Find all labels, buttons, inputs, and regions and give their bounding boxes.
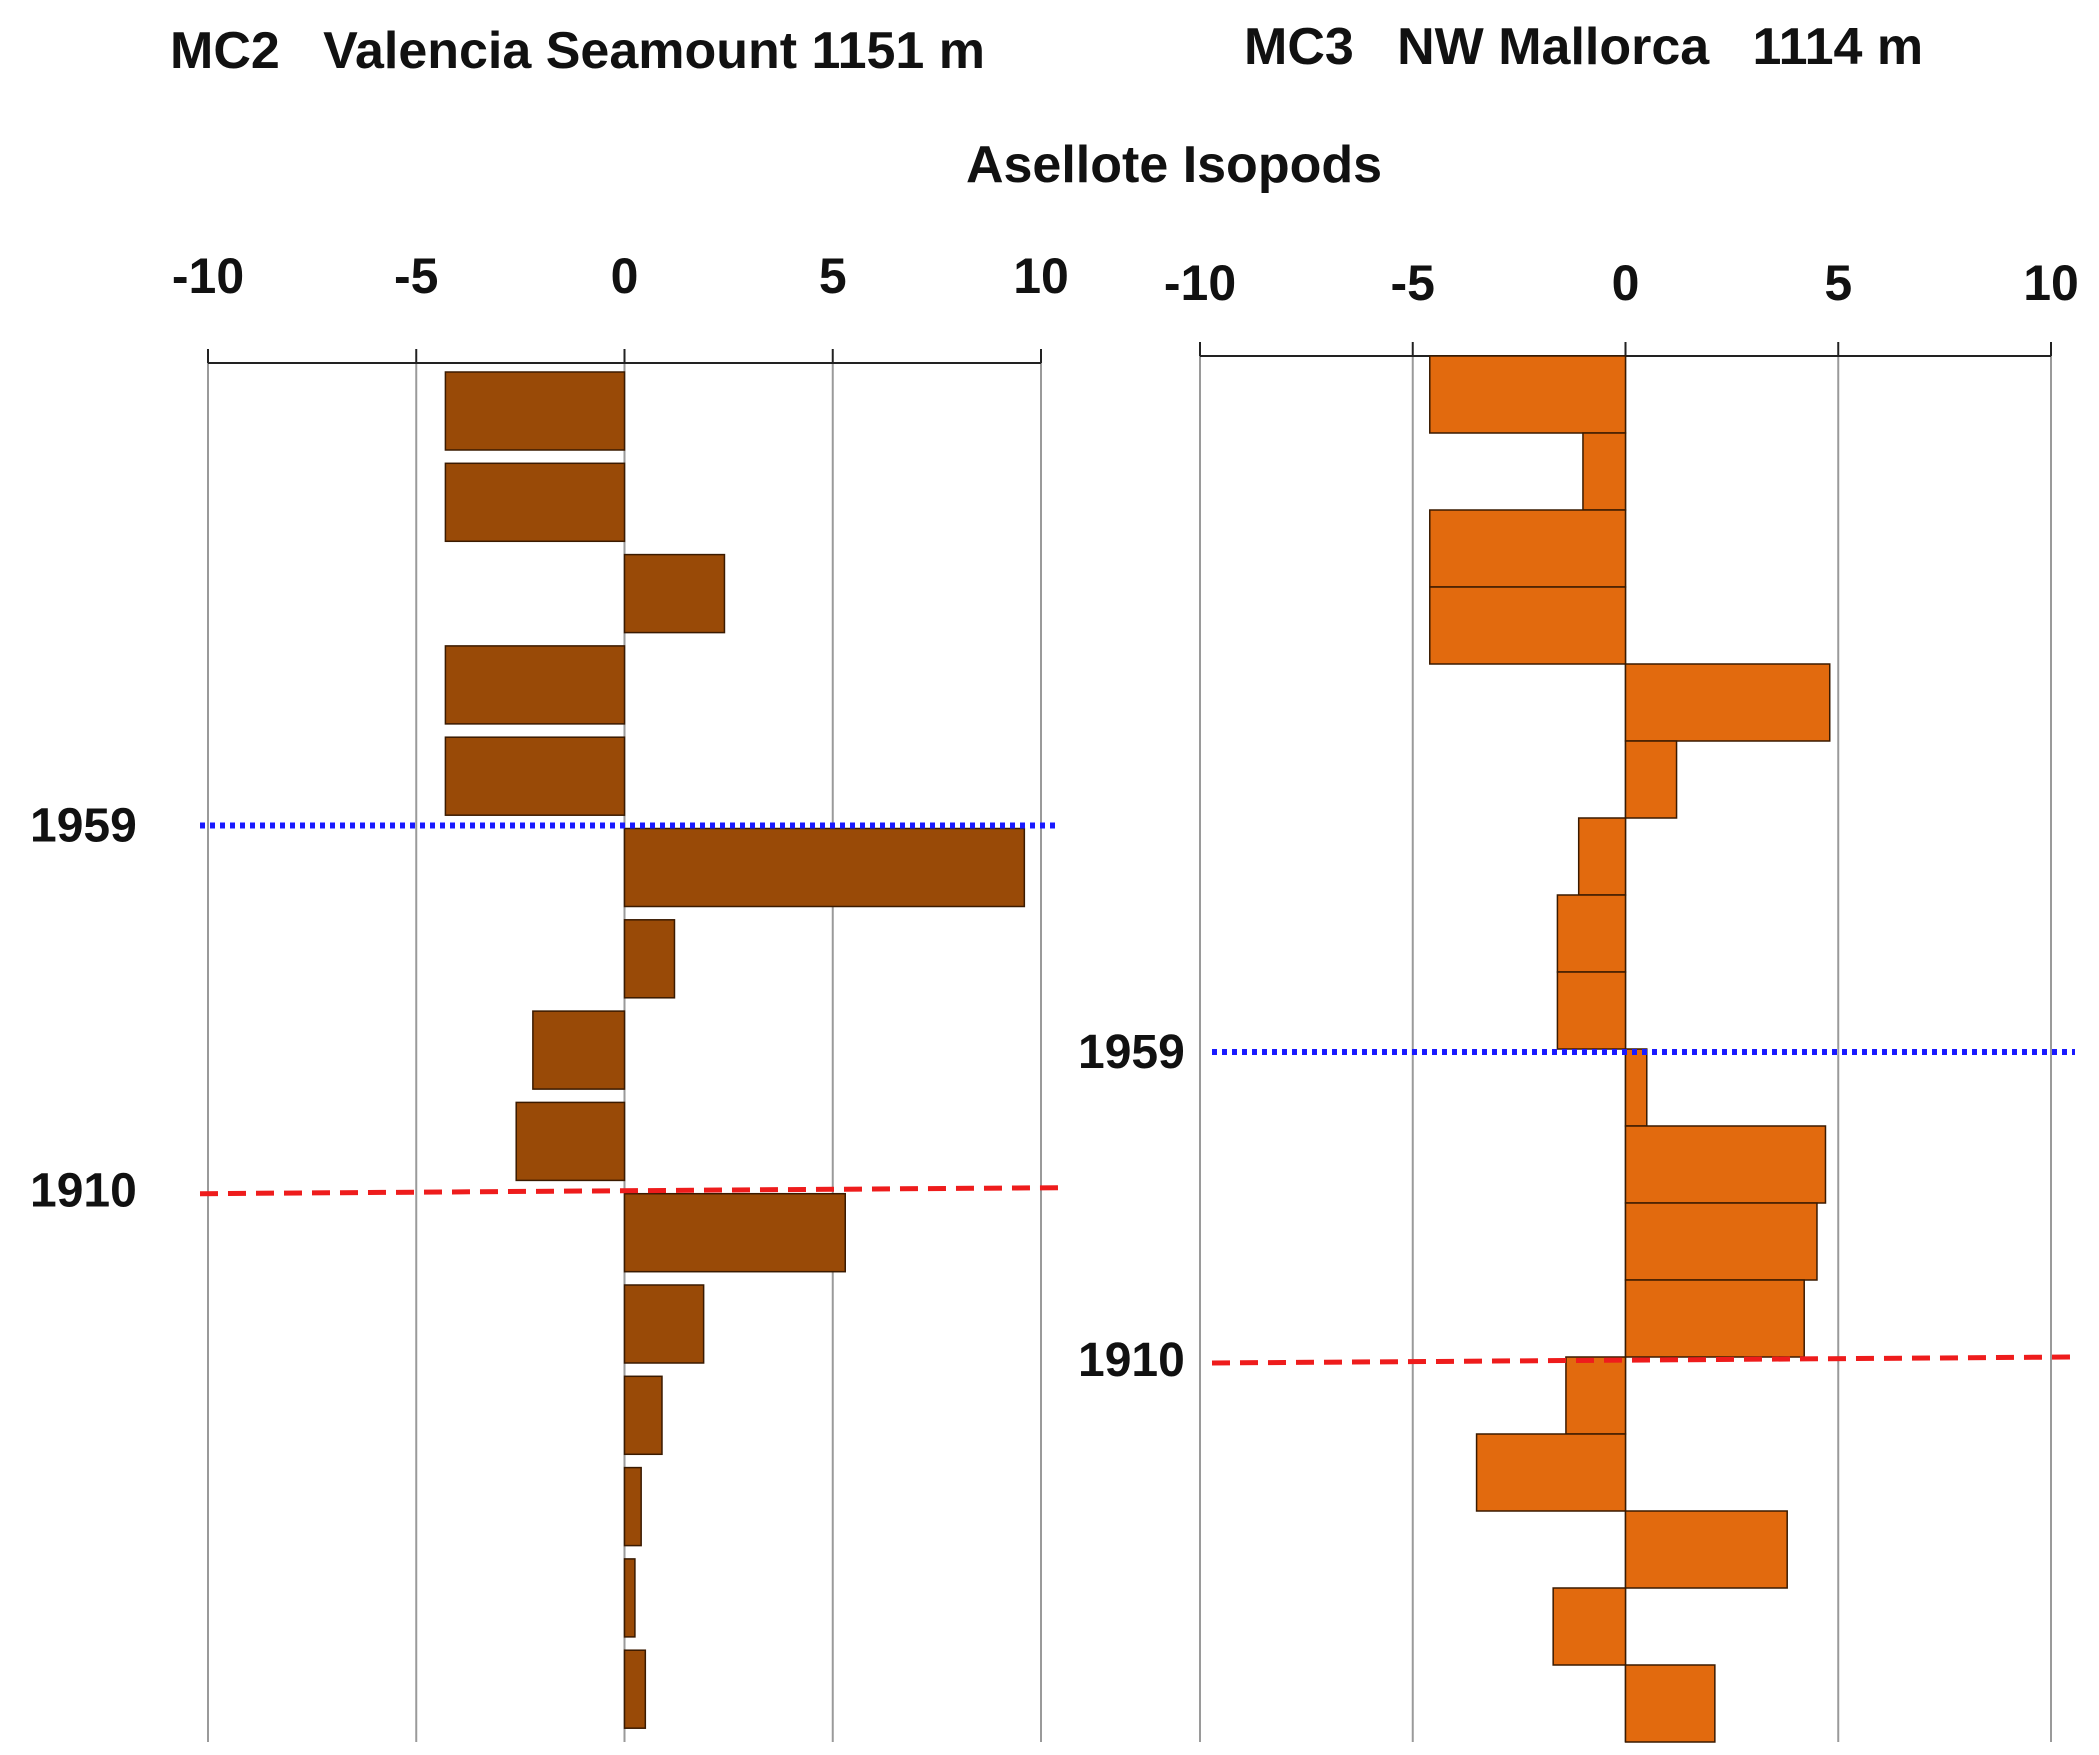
x-tick-label: 5 bbox=[1824, 255, 1852, 311]
bar bbox=[623, 919, 676, 999]
bar bbox=[1624, 1664, 1716, 1743]
panel-title-mc3: MC3 NW Mallorca 1114 m bbox=[1244, 18, 1923, 76]
bar bbox=[623, 1558, 636, 1638]
bar bbox=[444, 371, 626, 451]
bar bbox=[1624, 740, 1678, 819]
bar bbox=[1552, 1587, 1627, 1666]
bar bbox=[1624, 1048, 1648, 1127]
bar bbox=[1429, 355, 1627, 434]
bar bbox=[1565, 1356, 1627, 1435]
bar bbox=[444, 736, 626, 816]
bar bbox=[515, 1101, 626, 1182]
panel-title-mc2: MC2 Valencia Seamount 1151 m bbox=[170, 22, 985, 80]
bar bbox=[623, 1466, 642, 1547]
bar bbox=[532, 1010, 626, 1090]
bar bbox=[1577, 817, 1627, 896]
panel-mc2: MC2 Valencia Seamount 1151 m -10 -5 0 5 10 19… bbox=[30, 22, 1069, 1742]
bar bbox=[1556, 894, 1627, 973]
bar bbox=[1624, 663, 1831, 742]
bar bbox=[623, 1192, 846, 1273]
x-tick-label: -10 bbox=[1164, 255, 1236, 311]
bar bbox=[1624, 1279, 1805, 1358]
bar bbox=[623, 553, 726, 634]
bar bbox=[623, 1284, 705, 1364]
x-tick-label: -5 bbox=[394, 248, 438, 304]
bar bbox=[444, 645, 626, 725]
marker-line-1910 bbox=[199, 1185, 1059, 1197]
panel-mc3: MC3 NW Mallorca 1114 m -10 -5 0 5 10 1959 1910 bbox=[1078, 18, 2079, 1743]
bar bbox=[1582, 432, 1627, 511]
bar bbox=[1475, 1433, 1627, 1512]
bar bbox=[1429, 586, 1627, 665]
bar bbox=[1624, 1202, 1818, 1281]
bar bbox=[1556, 971, 1627, 1050]
marker-label-1959: 1959 bbox=[30, 800, 137, 853]
x-tick-label: 5 bbox=[819, 248, 847, 304]
bar bbox=[623, 1649, 647, 1729]
bar bbox=[1429, 509, 1627, 588]
x-tick-label: 10 bbox=[1013, 248, 1069, 304]
marker-label-1959: 1959 bbox=[1078, 1026, 1185, 1079]
figure-title: Asellote Isopods bbox=[966, 136, 1382, 194]
x-tick-label: -10 bbox=[172, 248, 244, 304]
x-tick-label: -5 bbox=[1391, 255, 1435, 311]
marker-label-1910: 1910 bbox=[1078, 1334, 1185, 1387]
bar bbox=[623, 1375, 663, 1456]
x-tick-label: 10 bbox=[2023, 255, 2079, 311]
marker-label-1910: 1910 bbox=[30, 1165, 137, 1218]
bar bbox=[444, 462, 626, 543]
bar bbox=[1624, 1510, 1788, 1589]
bar bbox=[1624, 1125, 1827, 1204]
x-tick-label: 0 bbox=[1612, 255, 1640, 311]
bar bbox=[623, 827, 1026, 908]
marker-line-1910 bbox=[1211, 1354, 2076, 1366]
x-tick-label: 0 bbox=[611, 248, 639, 304]
